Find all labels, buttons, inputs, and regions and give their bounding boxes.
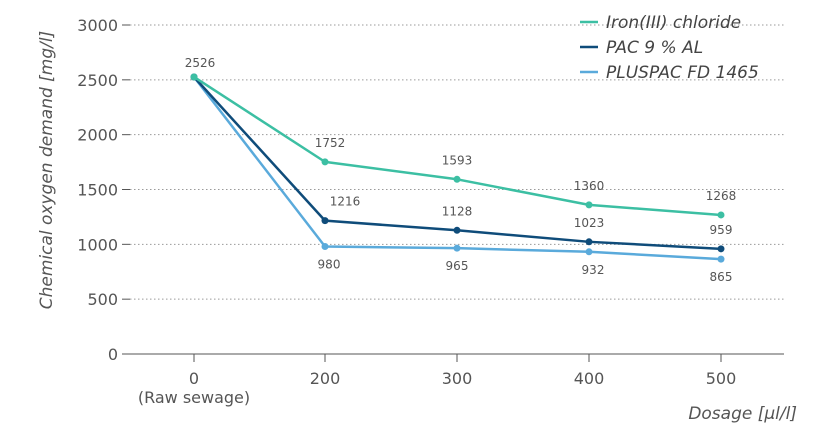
data-point	[585, 248, 593, 256]
data-label: 1023	[574, 216, 605, 230]
data-label: 1216	[330, 195, 361, 209]
y-tick-label: 3000	[77, 16, 118, 35]
legend-entry: PAC 9 % AL	[606, 38, 703, 58]
legend: Iron(III) chloride PAC 9 % AL PLUSPAC FD 1…	[580, 13, 759, 83]
axes	[122, 24, 784, 362]
y-tick-label: 2000	[77, 126, 118, 145]
data-label: 1268	[706, 189, 737, 203]
x-ticks: 0 200 300 400 500 (Raw sewage)	[138, 369, 736, 407]
data-label: 965	[446, 259, 469, 273]
data-label: 1593	[442, 153, 473, 167]
data-point	[321, 158, 329, 166]
data-point	[453, 175, 461, 183]
legend-entry: Iron(III) chloride	[606, 13, 741, 33]
data-label: 932	[582, 263, 605, 277]
data-label: 1752	[315, 136, 346, 150]
data-label: 959	[710, 223, 733, 237]
y-tick-label: 0	[108, 345, 118, 364]
data-point	[717, 255, 725, 263]
data-point	[717, 211, 725, 219]
data-point	[453, 244, 461, 252]
x-tick-sublabel: (Raw sewage)	[138, 388, 250, 407]
data-point	[585, 201, 593, 209]
y-tick-label: 1500	[77, 181, 118, 200]
y-tick-label: 2500	[77, 71, 118, 90]
x-tick-label: 400	[574, 369, 605, 388]
y-ticks: 0 500 1000 1500 2000 2500 3000	[77, 16, 118, 364]
data-label: 980	[318, 258, 341, 272]
data-label: 1128	[442, 204, 473, 218]
y-tick-label: 500	[87, 290, 118, 309]
data-point	[453, 226, 461, 234]
y-axis-title: Chemical oxygen demand [mg/l]	[37, 31, 57, 310]
series-line-0	[193, 75, 722, 217]
data-point	[717, 245, 725, 253]
data-label: 865	[710, 270, 733, 284]
data-point	[585, 238, 593, 246]
data-label: 2526	[185, 56, 216, 70]
data-point	[321, 243, 329, 251]
y-tick-label: 1000	[77, 235, 118, 254]
x-tick-label: 300	[442, 369, 473, 388]
series-group	[190, 73, 725, 263]
x-tick-label: 200	[310, 369, 341, 388]
data-label: 1360	[574, 179, 605, 193]
data-labels: 2526 1752 1593 1360 1268 1216 1128 1023 959 980 96…	[185, 56, 737, 284]
x-tick-label: 500	[706, 369, 737, 388]
legend-entry: PLUSPAC FD 1465	[606, 63, 759, 83]
data-point	[321, 217, 329, 225]
data-point	[190, 73, 198, 81]
x-axis-title: Dosage [µl/l]	[688, 404, 797, 424]
x-tick-label: 0	[189, 369, 199, 388]
